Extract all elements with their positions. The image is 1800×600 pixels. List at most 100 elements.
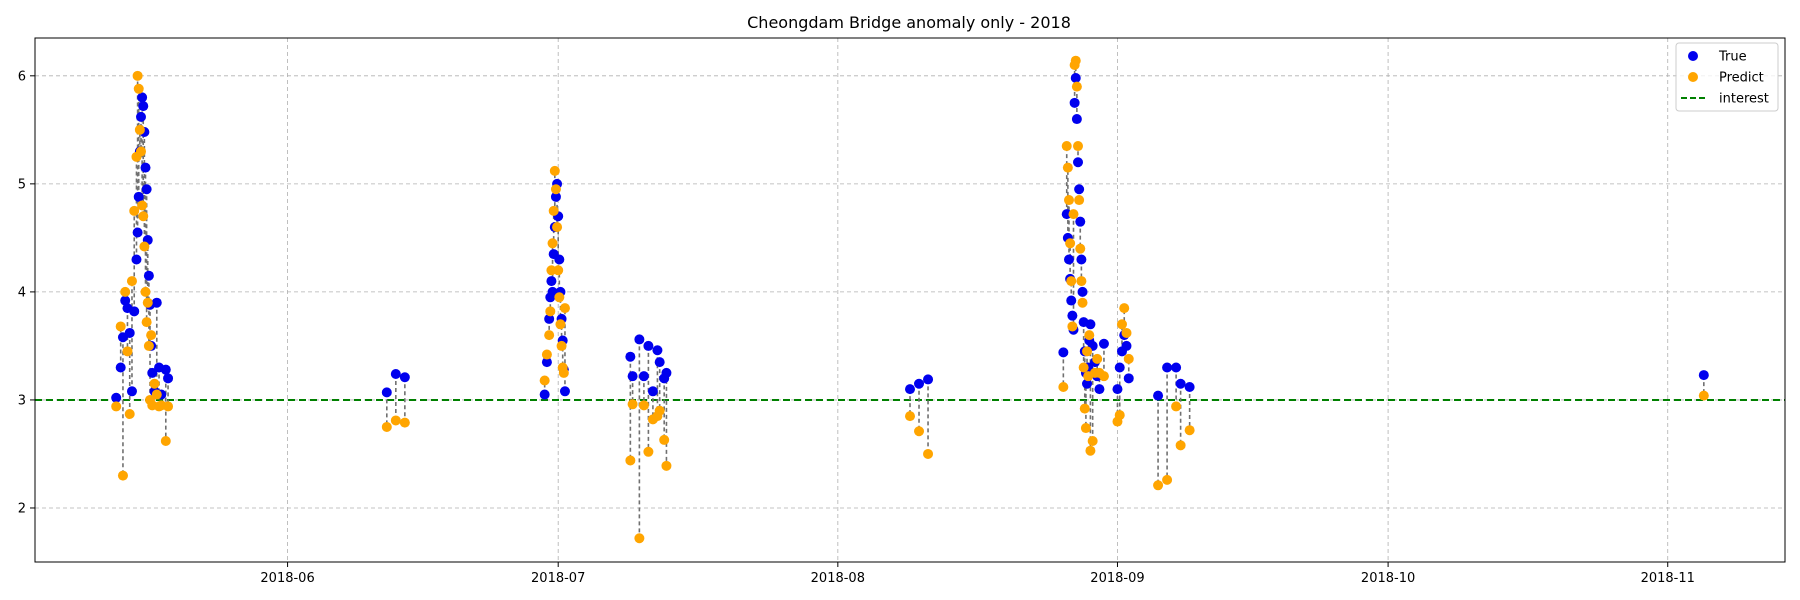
predict-point [1067,321,1078,332]
predict-point [1066,276,1077,287]
predict-point [1071,81,1082,92]
predict-point [1084,330,1095,341]
legend-box [1675,42,1779,112]
true-point [138,101,149,112]
predict-point [661,460,672,471]
predict-point [163,401,174,412]
predict-point [1121,327,1132,338]
predict-point [124,408,135,419]
predict-point [129,205,140,216]
predict-point [1079,403,1090,414]
true-point [1067,310,1078,321]
true-point [634,334,645,345]
predict-point [905,411,915,422]
predict-point [553,265,564,276]
predict-point [117,470,128,481]
true-point [137,92,148,103]
true-point [133,191,144,202]
true-point [643,340,654,351]
true-point [151,297,162,308]
predict-point [643,446,654,457]
true-point [647,386,658,397]
legend-marker-true [1688,51,1698,61]
x-tick-label: 2018-09 [1090,571,1144,586]
predict-point [559,303,570,314]
predict-point [122,346,133,357]
true-point [1071,114,1082,125]
true-point [627,371,638,382]
true-point [547,286,558,297]
true-point [554,254,565,265]
true-point [147,367,158,378]
true-point [1114,362,1125,373]
true-point [661,367,672,378]
predict-point [135,146,146,157]
predict-point [556,340,567,351]
predict-point [138,211,149,222]
predict-point [625,455,636,466]
predict-point [541,349,552,360]
legend-label-predict: Predict [1719,71,1764,86]
true-point [390,369,401,380]
predict-point [555,319,566,330]
true-point [550,191,561,202]
predict-point [381,421,392,432]
predict-point [638,400,649,411]
predict-point [1078,362,1089,373]
predict-point [558,367,569,378]
legend-marker-predict [1688,72,1698,82]
true-point [126,386,137,397]
predict-point [160,435,171,446]
true-point [638,371,649,382]
predict-point [149,378,160,389]
true-point [115,362,126,373]
predict-point [1062,162,1073,173]
predict-point [1116,319,1127,330]
plot-frame [34,37,1786,563]
x-tick-label: 2018-06 [260,571,314,586]
x-tick-label: 2018-08 [811,571,865,586]
predict-point [539,375,550,386]
y-axis-ticks: 2 3 4 5 6 [18,69,35,516]
true-point [1094,384,1105,395]
predict-point [1074,195,1085,206]
predict-point [627,399,638,410]
predict-point [151,389,162,400]
predict-point [549,165,560,176]
predict-point [1068,209,1079,220]
chart-title: Cheongdam Bridge anomaly only - 2018 [747,13,1071,32]
true-point [1069,97,1080,108]
predict-point [134,124,145,135]
true-point [163,373,174,384]
predict-point [1092,353,1103,364]
x-tick-label: 2018-10 [1361,571,1415,586]
y-tick-label: 5 [18,177,26,192]
predict-point [654,405,665,416]
predict-point [1119,303,1130,314]
y-tick-label: 2 [18,501,26,516]
y-tick-label: 6 [18,69,26,84]
predict-point [550,184,561,195]
predict-point [1058,381,1069,392]
predict-point [1076,276,1087,287]
predict-point [139,241,150,252]
predict-point [552,222,563,233]
predict-point [1063,195,1074,206]
true-point [654,357,665,368]
x-tick-label: 2018-11 [1641,571,1695,586]
predict-point [141,317,152,328]
true-point [1171,362,1182,373]
true-point [140,162,151,173]
predict-point [1085,445,1096,456]
true-point [1112,384,1123,395]
true-point [546,276,557,287]
predict-point [1070,55,1081,66]
true-point [625,351,636,362]
predict-point [132,70,143,81]
true-point [124,327,135,338]
true-point [381,387,392,398]
true-point [129,306,140,317]
true-point [135,111,146,122]
true-point [1058,347,1069,358]
